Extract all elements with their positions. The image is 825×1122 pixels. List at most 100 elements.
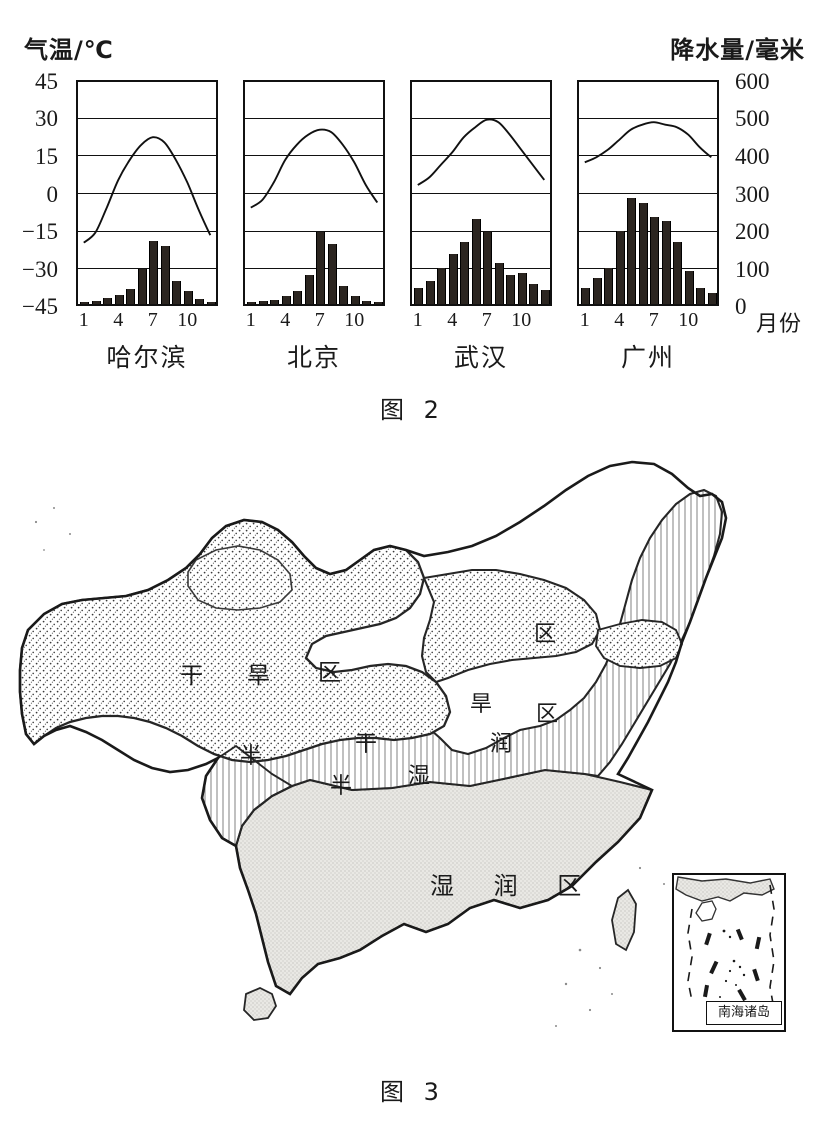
gridline--15	[245, 230, 383, 232]
bar-month-5	[627, 197, 637, 304]
bar-month-10	[517, 273, 527, 304]
gridline-30	[412, 117, 550, 119]
city-name-2: 北京	[286, 343, 341, 372]
bar-month-10	[350, 296, 360, 304]
bar-month-8	[327, 243, 337, 304]
x-tick-1: 1	[579, 309, 590, 331]
x-tick-4: 4	[113, 309, 124, 331]
city-name-1: 哈尔滨	[106, 343, 188, 372]
bar-month-4	[281, 295, 291, 304]
bar-month-3	[604, 268, 614, 304]
bar-month-5	[293, 291, 303, 304]
bar-month-12	[373, 302, 383, 304]
inset-caption: 南海诸岛	[706, 1001, 782, 1025]
left-tick-45: 45	[35, 69, 58, 94]
x-tick-1: 1	[245, 309, 256, 331]
bar-month-2	[91, 301, 101, 304]
x-tick-10: 10	[678, 309, 699, 331]
temperature-curve	[584, 121, 712, 164]
zone-arid	[18, 518, 684, 764]
bar-month-7	[149, 240, 159, 304]
gridline-15	[78, 155, 216, 157]
bar-month-8	[661, 221, 671, 304]
bar-month-4	[448, 254, 458, 304]
x-tick-labels-2: 1 4 7 10	[243, 310, 385, 336]
bar-month-11	[362, 301, 372, 304]
precipitation-bars	[245, 78, 383, 304]
x-tick-7: 7	[481, 309, 492, 331]
right-tick-300: 300	[735, 182, 770, 207]
bar-month-6	[638, 203, 648, 304]
inset-map-svg	[675, 876, 775, 1010]
left-tick-n30: −30	[22, 257, 58, 282]
bar-month-3	[437, 267, 447, 304]
precipitation-bars	[78, 78, 216, 304]
precipitation-bars	[412, 78, 550, 304]
gridline--30	[412, 268, 550, 270]
gridline-0	[78, 193, 216, 194]
bar-month-5	[126, 288, 136, 304]
x-tick-labels-4: 1 4 7 10	[577, 310, 719, 336]
gridline-15	[245, 155, 383, 157]
temperature-curve	[417, 118, 546, 186]
bar-month-1	[80, 302, 90, 304]
x-tick-labels-3: 1 4 7 10	[410, 310, 552, 336]
right-tick-600: 600	[735, 69, 770, 94]
gridline-30	[78, 117, 216, 119]
china-map-svg	[18, 460, 728, 1027]
bar-month-3	[270, 300, 280, 304]
bar-month-10	[684, 270, 694, 304]
x-tick-10: 10	[177, 309, 198, 331]
gridline-0	[579, 193, 717, 194]
x-tick-7: 7	[648, 309, 659, 331]
bar-month-2	[425, 281, 435, 304]
city-name-4: 广州	[620, 343, 675, 372]
bar-month-11	[696, 288, 706, 304]
bar-month-9	[673, 241, 683, 304]
left-tick-n45: −45	[22, 294, 58, 319]
gridline--15	[78, 230, 216, 232]
gridline--30	[245, 268, 383, 270]
gridline--15	[412, 230, 550, 232]
bar-month-11	[529, 284, 539, 304]
bar-month-12	[206, 301, 216, 304]
bar-month-6	[471, 219, 481, 304]
right-tick-100: 100	[735, 257, 770, 282]
bar-month-12	[707, 293, 717, 304]
bar-month-4	[615, 230, 625, 304]
gridline-0	[245, 193, 383, 194]
bar-month-3	[103, 297, 113, 304]
bar-month-10	[183, 290, 193, 304]
bar-month-6	[137, 269, 147, 304]
left-tick-0: 0	[46, 182, 59, 207]
bar-month-1	[414, 288, 424, 304]
china-national-border	[18, 460, 728, 996]
bar-month-7	[483, 232, 493, 304]
gridline--30	[579, 268, 717, 270]
figure-2-climate-charts: 气温/℃ 降水量/毫米 45 30 15 0 −15 −30 −45 600 5…	[0, 0, 825, 440]
bar-month-5	[460, 241, 470, 304]
city-name-3: 武汉	[453, 343, 508, 372]
bar-month-2	[258, 301, 268, 304]
precipitation-bars	[579, 78, 717, 304]
bar-month-7	[316, 231, 326, 304]
x-tick-4: 4	[447, 309, 458, 331]
right-tick-400: 400	[735, 144, 770, 169]
temperature-curve	[83, 136, 212, 244]
x-tick-labels-1: 1 4 7 10	[76, 310, 218, 336]
taiwan-island	[611, 888, 637, 952]
gridline-0	[412, 193, 550, 194]
gridline-15	[412, 155, 550, 157]
figure-3-china-dryness-map: 干 旱 区 半 干 旱 区 半 湿 润 区 湿 润 区	[0, 438, 825, 1068]
climate-panel-4	[577, 80, 719, 306]
bar-month-9	[339, 285, 349, 304]
bar-month-9	[506, 274, 516, 304]
bar-month-1	[581, 288, 591, 304]
gridline-30	[579, 117, 717, 119]
left-axis-title: 气温/℃	[24, 36, 114, 64]
bar-month-7	[650, 216, 660, 304]
gridline--30	[78, 268, 216, 270]
bar-month-6	[304, 275, 314, 304]
bar-month-4	[114, 294, 124, 304]
bar-month-12	[540, 290, 550, 304]
